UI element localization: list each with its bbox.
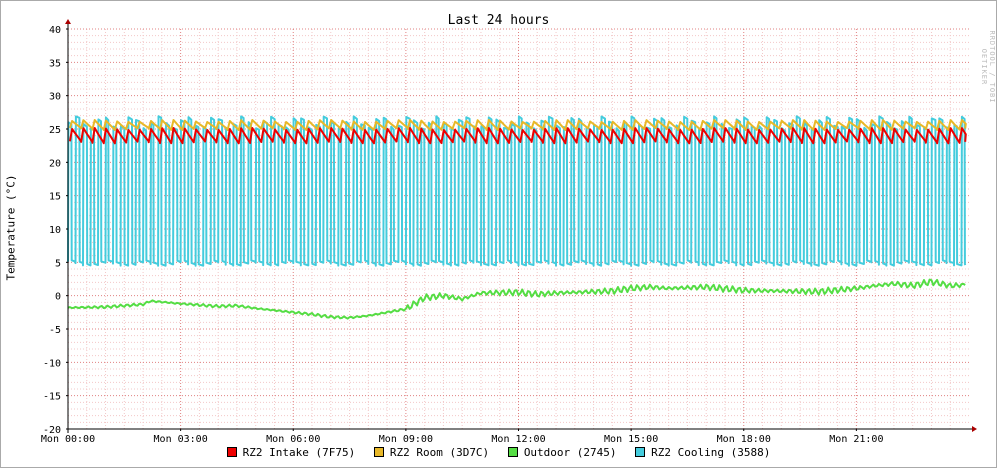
y-axis-label: Temperature (°C) [4, 174, 18, 281]
legend-label: RZ2 Room (3D7C) [389, 446, 490, 459]
y-tick-label: 25 [49, 125, 61, 136]
x-tick-label: Mon 09:00 [379, 434, 433, 445]
y-tick-label: 10 [49, 225, 61, 236]
y-tick-label: 0 [55, 292, 61, 303]
y-tick-label: 15 [49, 192, 61, 203]
legend: RZ2 Intake (7F75) RZ2 Room (3D7C) Outdoo… [1, 446, 996, 459]
legend-item-intake: RZ2 Intake (7F75) [226, 446, 356, 459]
y-tick-label: 40 [49, 25, 61, 36]
y-axis-arrow [65, 19, 71, 24]
legend-item-outdoor: Outdoor (2745) [507, 446, 617, 459]
y-tick-label: 5 [55, 258, 61, 269]
legend-swatch [635, 447, 646, 457]
legend-label: RZ2 Cooling (3588) [651, 446, 771, 459]
watermark: RRDTOOL / TOBI OETIKER [980, 30, 996, 104]
series-line-outdoor [67, 278, 966, 320]
series-line-intake [68, 127, 967, 145]
legend-label: RZ2 Intake (7F75) [242, 446, 356, 459]
x-tick-label: Mon 12:00 [491, 434, 545, 445]
legend-swatch [507, 447, 518, 457]
x-axis-arrow [972, 426, 977, 432]
x-tick-label: Mon 06:00 [266, 434, 320, 445]
y-tick-label: 20 [49, 158, 61, 169]
y-tick-label: -15 [43, 392, 61, 403]
chart-title: Last 24 hours [447, 13, 550, 28]
y-tick-label: 35 [49, 58, 61, 69]
y-tick-label: -20 [43, 425, 61, 436]
y-tick-label: 30 [49, 92, 61, 103]
y-tick-label: -10 [43, 358, 61, 369]
x-tick-label: Mon 15:00 [604, 434, 658, 445]
legend-swatch [226, 447, 237, 457]
legend-item-room: RZ2 Room (3D7C) [373, 446, 490, 459]
y-tick-label: -5 [49, 325, 61, 336]
series-line-cooling [67, 115, 967, 267]
x-tick-label: Mon 18:00 [717, 434, 771, 445]
legend-label: Outdoor (2745) [523, 446, 617, 459]
x-tick-label: Mon 03:00 [154, 434, 208, 445]
x-tick-label: Mon 21:00 [829, 434, 883, 445]
legend-swatch [373, 447, 384, 457]
x-tick-label: Mon 00:00 [41, 434, 95, 445]
legend-item-cooling: RZ2 Cooling (3588) [635, 446, 770, 459]
series-line-room [68, 119, 967, 131]
